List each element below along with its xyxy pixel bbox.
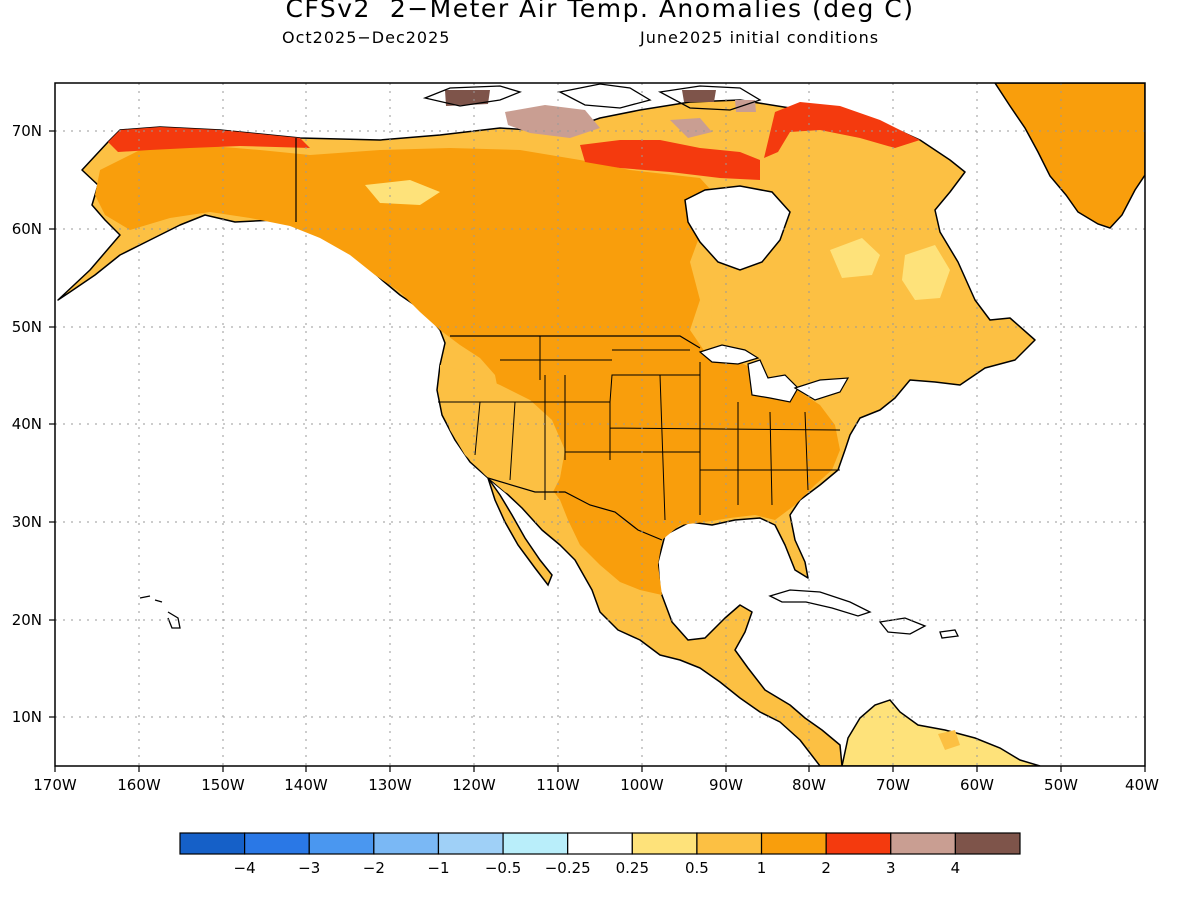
colorbar-swatch (373, 832, 440, 855)
south-america-warm-patch (938, 730, 960, 750)
colorbar-swatch (437, 832, 504, 855)
lon-label-140w: 140W (284, 776, 328, 794)
lon-label-150w: 150W (201, 776, 245, 794)
lon-label-70w: 70W (876, 776, 910, 794)
lon-label-50w: 50W (1044, 776, 1078, 794)
lon-label-160w: 160W (117, 776, 161, 794)
us-mexico-border (487, 477, 663, 541)
colorbar-swatch (890, 832, 956, 855)
hawaii-islands (139, 595, 181, 629)
lat-label-10n: 10N (12, 708, 42, 726)
arctic-island-1 (422, 85, 522, 107)
longitude-axis: 170W 160W 150W 140W 130W 120W 110W 100W … (33, 776, 1159, 794)
colorbar-label: 4 (951, 859, 961, 877)
colorbar-label: 3 (886, 859, 896, 877)
colorbar-swatch (696, 832, 763, 855)
arctic-island-2 (558, 83, 652, 109)
weak-warm-patch-yukon (365, 180, 440, 205)
lat-label-20n: 20N (12, 611, 42, 629)
extreme-warm-patch-1 (445, 90, 490, 106)
lat-label-30n: 30N (12, 513, 42, 531)
us-canada-border (295, 138, 701, 349)
arctic-island-3 (657, 85, 762, 111)
colorbar-label: 2 (821, 859, 831, 877)
colorbar-swatch (179, 832, 246, 855)
colorbar-label: −4 (234, 859, 256, 877)
colorbar-swatch (825, 832, 892, 855)
lon-label-90w: 90W (709, 776, 743, 794)
baja-california (487, 477, 553, 587)
lon-label-100w: 100W (620, 776, 664, 794)
south-america-landmass (841, 699, 1041, 766)
latitude-gridlines (55, 130, 1145, 718)
colorbar-swatch (631, 832, 698, 855)
warm-anomaly-region (95, 145, 840, 595)
very-strong-warm-patch-2 (670, 118, 712, 138)
colorbar-swatch (760, 832, 827, 855)
colorbar-swatch (244, 832, 310, 855)
very-strong-warm-patch-1 (505, 105, 600, 138)
hudson-bay (684, 185, 791, 271)
colorbar-label: 1 (757, 859, 767, 877)
longitude-gridlines (138, 83, 1062, 766)
colorbar-swatch (502, 832, 569, 855)
lat-label-50n: 50N (12, 318, 42, 336)
cuba (768, 589, 872, 617)
latitude-axis: 70N 60N 50N 40N 30N 20N 10N (12, 122, 42, 726)
lon-label-170w: 170W (33, 776, 77, 794)
colorbar-legend: −4 −3 −2 −1 −0.5 −0.25 0.25 0.5 1 2 3 4 (179, 832, 1021, 877)
greenland-warm-region (994, 83, 1145, 229)
weak-warm-patch-labrador (902, 245, 950, 300)
colorbar-swatch (954, 832, 1021, 855)
lon-label-120w: 120W (452, 776, 496, 794)
forecast-period: Oct2025−Dec2025 (282, 28, 451, 47)
initial-conditions: June2025 initial conditions (640, 28, 880, 47)
eastern-canada-moderate-region (710, 210, 975, 380)
axis-ticks (49, 130, 1146, 772)
map-area (55, 83, 1145, 766)
map-title: CFSv2 2−Meter Air Temp. Anomalies (deg C… (285, 0, 915, 23)
lon-label-60w: 60W (960, 776, 994, 794)
colorbar-label: −0.5 (485, 859, 521, 877)
colorbar-label: −1 (427, 859, 449, 877)
weak-warm-patch-quebec (830, 238, 880, 278)
us-state-borders (438, 336, 841, 521)
colorbar-swatch (567, 832, 633, 855)
puerto-rico (939, 629, 959, 639)
strong-warm-arctic-archipelago (580, 140, 760, 180)
lake-superior (698, 344, 760, 365)
lat-label-40n: 40N (12, 415, 42, 433)
strong-warm-alaska-coast (108, 127, 310, 152)
colorbar-label: 0.5 (685, 859, 709, 877)
lon-label-130w: 130W (368, 776, 412, 794)
colorbar-label: −0.25 (545, 859, 591, 877)
colorbar-label: 0.25 (616, 859, 649, 877)
lon-label-110w: 110W (536, 776, 580, 794)
lon-label-40w: 40W (1125, 776, 1159, 794)
colorbar-label: −2 (363, 859, 385, 877)
hispaniola (878, 617, 927, 635)
strong-warm-greenland-strait (764, 102, 920, 158)
colorbar-label: −3 (298, 859, 320, 877)
southwest-moderate-region (440, 365, 565, 505)
lake-erie-ontario (793, 377, 850, 401)
lat-label-60n: 60N (12, 220, 42, 238)
lat-label-70n: 70N (12, 122, 42, 140)
lon-label-80w: 80W (792, 776, 826, 794)
extreme-warm-patch-2 (682, 90, 716, 102)
colorbar-swatch (308, 832, 375, 855)
